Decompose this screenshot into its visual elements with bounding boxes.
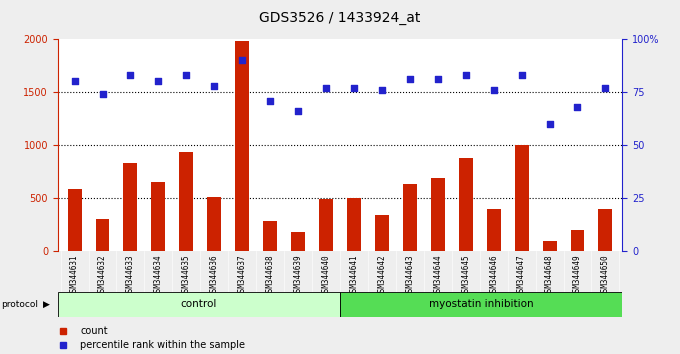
Bar: [598, 209, 613, 251]
Text: GSM344649: GSM344649: [573, 255, 582, 296]
Text: GSM344641: GSM344641: [350, 255, 358, 296]
Point: [69, 79, 80, 84]
Bar: [571, 230, 585, 251]
Bar: [487, 209, 500, 251]
Point: [292, 108, 303, 114]
Point: [209, 83, 220, 88]
Text: protocol: protocol: [1, 300, 38, 309]
Point: [516, 72, 527, 78]
Point: [349, 85, 360, 91]
Text: percentile rank within the sample: percentile rank within the sample: [80, 340, 245, 350]
Bar: [180, 152, 193, 251]
Text: GSM344639: GSM344639: [294, 255, 303, 296]
Point: [237, 57, 248, 63]
Text: GSM344646: GSM344646: [489, 255, 498, 296]
Point: [153, 79, 164, 84]
Bar: [67, 189, 82, 251]
Point: [488, 87, 499, 93]
Point: [600, 85, 611, 91]
Bar: [375, 215, 389, 251]
Text: GSM344637: GSM344637: [238, 255, 247, 296]
Text: GSM344631: GSM344631: [70, 255, 79, 296]
Point: [377, 87, 388, 93]
Bar: [263, 221, 277, 251]
Text: GSM344640: GSM344640: [322, 255, 330, 296]
Bar: [403, 184, 417, 251]
Bar: [431, 178, 445, 251]
Bar: [58, 292, 340, 317]
Text: GDS3526 / 1433924_at: GDS3526 / 1433924_at: [259, 11, 421, 25]
Point: [544, 121, 555, 127]
Bar: [124, 163, 137, 251]
Point: [405, 76, 415, 82]
Bar: [347, 198, 361, 251]
Point: [181, 72, 192, 78]
Point: [572, 104, 583, 110]
Point: [432, 76, 443, 82]
Bar: [291, 232, 305, 251]
Text: GSM344638: GSM344638: [266, 255, 275, 296]
Bar: [207, 197, 221, 251]
Bar: [543, 241, 556, 251]
Text: GSM344642: GSM344642: [377, 255, 386, 296]
Text: GSM344650: GSM344650: [601, 255, 610, 296]
Text: myostatin inhibition: myostatin inhibition: [429, 299, 533, 309]
Point: [265, 98, 275, 103]
Bar: [95, 219, 109, 251]
Bar: [152, 182, 165, 251]
Text: ▶: ▶: [43, 300, 50, 309]
Text: GSM344632: GSM344632: [98, 255, 107, 296]
Text: GSM344643: GSM344643: [405, 255, 414, 296]
Point: [125, 72, 136, 78]
Text: GSM344645: GSM344645: [461, 255, 471, 296]
Bar: [340, 292, 622, 317]
Text: GSM344634: GSM344634: [154, 255, 163, 296]
Point: [97, 91, 108, 97]
Text: control: control: [181, 299, 217, 309]
Bar: [459, 158, 473, 251]
Bar: [319, 199, 333, 251]
Text: GSM344635: GSM344635: [182, 255, 191, 296]
Point: [320, 85, 331, 91]
Text: count: count: [80, 326, 108, 336]
Point: [460, 72, 471, 78]
Text: GSM344636: GSM344636: [209, 255, 219, 296]
Bar: [235, 41, 249, 251]
Text: GSM344633: GSM344633: [126, 255, 135, 296]
Text: GSM344644: GSM344644: [433, 255, 442, 296]
Text: GSM344647: GSM344647: [517, 255, 526, 296]
Text: GSM344648: GSM344648: [545, 255, 554, 296]
Bar: [515, 145, 528, 251]
